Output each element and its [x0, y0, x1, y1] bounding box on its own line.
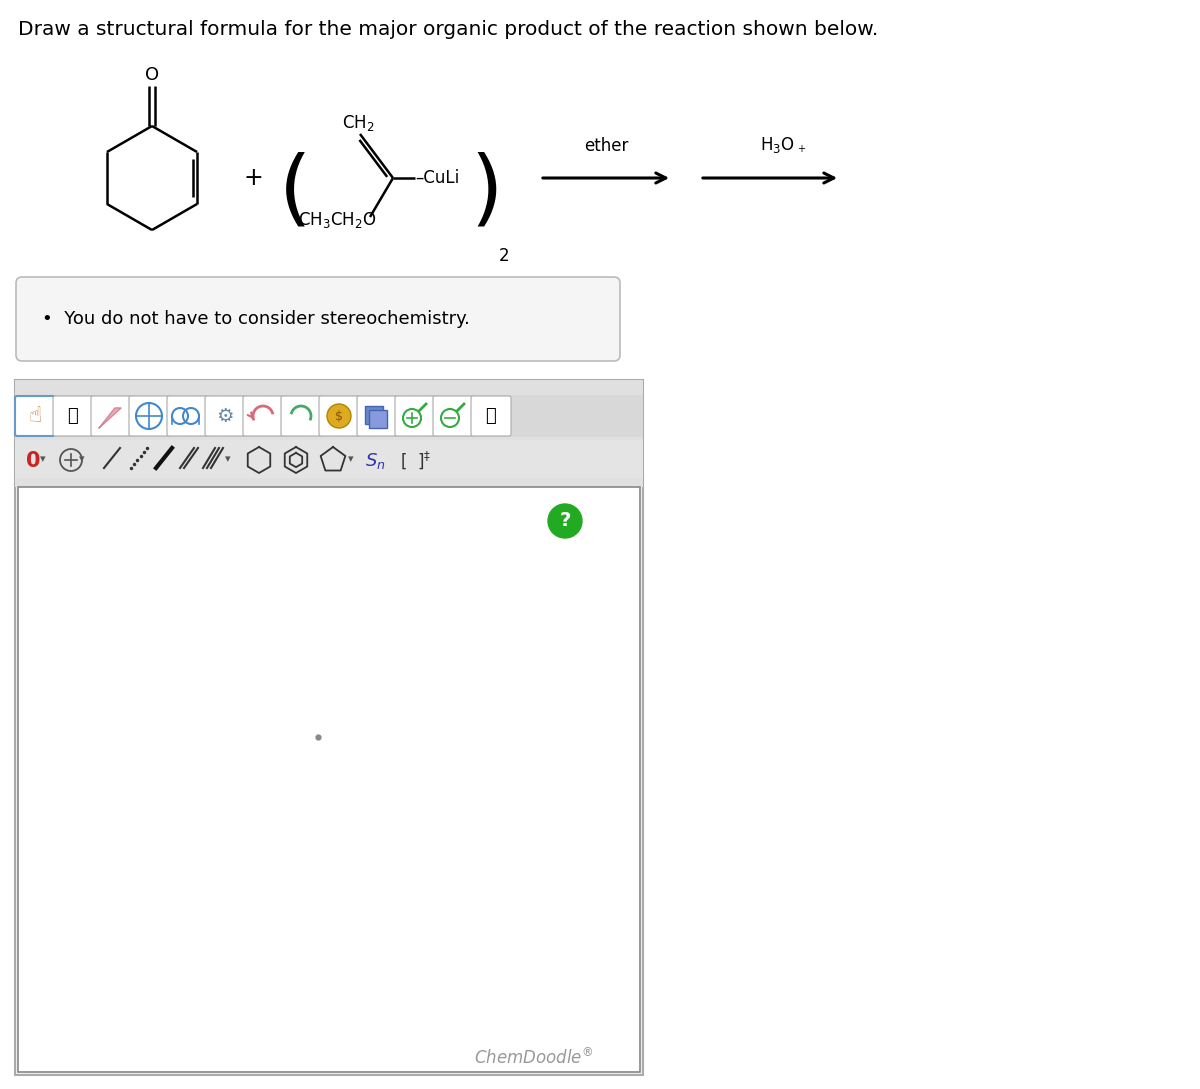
- Circle shape: [548, 504, 582, 538]
- Text: (: (: [278, 152, 311, 233]
- FancyBboxPatch shape: [205, 396, 245, 436]
- Bar: [365, 406, 383, 424]
- Bar: [14, 395, 643, 437]
- FancyBboxPatch shape: [470, 396, 511, 436]
- Text: –CuLi: –CuLi: [415, 169, 460, 187]
- Text: 2: 2: [499, 247, 510, 265]
- FancyBboxPatch shape: [281, 396, 322, 436]
- FancyBboxPatch shape: [433, 396, 473, 436]
- Text: 0: 0: [25, 451, 41, 472]
- Text: ?: ?: [559, 512, 571, 530]
- Bar: [14, 380, 643, 487]
- Text: ▾: ▾: [79, 454, 85, 464]
- Text: CH$_2$: CH$_2$: [342, 113, 374, 133]
- Text: ): ): [470, 152, 503, 233]
- FancyBboxPatch shape: [53, 396, 94, 436]
- Circle shape: [326, 404, 352, 428]
- FancyBboxPatch shape: [130, 396, 169, 436]
- Text: ⚙: ⚙: [216, 406, 234, 426]
- Bar: [370, 409, 386, 428]
- Bar: [14, 380, 643, 1075]
- FancyBboxPatch shape: [167, 396, 208, 436]
- Text: $^+$: $^+$: [796, 144, 806, 158]
- FancyBboxPatch shape: [358, 396, 397, 436]
- FancyBboxPatch shape: [14, 396, 55, 436]
- Text: $: $: [335, 409, 343, 423]
- Text: +: +: [244, 166, 263, 189]
- Bar: [18, 487, 640, 1072]
- Polygon shape: [98, 408, 121, 428]
- Text: ▾: ▾: [348, 454, 354, 464]
- Text: ether: ether: [584, 137, 628, 155]
- Text: ▾: ▾: [226, 454, 230, 464]
- Text: CH$_3$CH$_2$O: CH$_3$CH$_2$O: [298, 210, 377, 230]
- FancyBboxPatch shape: [395, 396, 436, 436]
- Text: •  You do not have to consider stereochemistry.: • You do not have to consider stereochem…: [42, 310, 470, 328]
- Text: 🎨: 🎨: [486, 407, 497, 425]
- FancyBboxPatch shape: [91, 396, 131, 436]
- Text: O: O: [145, 66, 160, 84]
- FancyBboxPatch shape: [16, 277, 620, 360]
- Text: 🧪: 🧪: [67, 407, 78, 425]
- Bar: [14, 440, 643, 478]
- FancyBboxPatch shape: [319, 396, 359, 436]
- Text: ☝: ☝: [29, 406, 42, 426]
- Text: H$_3$O: H$_3$O: [760, 135, 794, 155]
- Text: [  ]$^{‡}$: [ ]$^{‡}$: [400, 449, 431, 470]
- Text: ▾: ▾: [40, 454, 46, 464]
- Text: ChemDoodle$^{®}$: ChemDoodle$^{®}$: [474, 1048, 593, 1068]
- Text: Draw a structural formula for the major organic product of the reaction shown be: Draw a structural formula for the major …: [18, 20, 878, 39]
- FancyBboxPatch shape: [242, 396, 283, 436]
- Text: $\mathit{S}_n$: $\mathit{S}_n$: [365, 451, 385, 472]
